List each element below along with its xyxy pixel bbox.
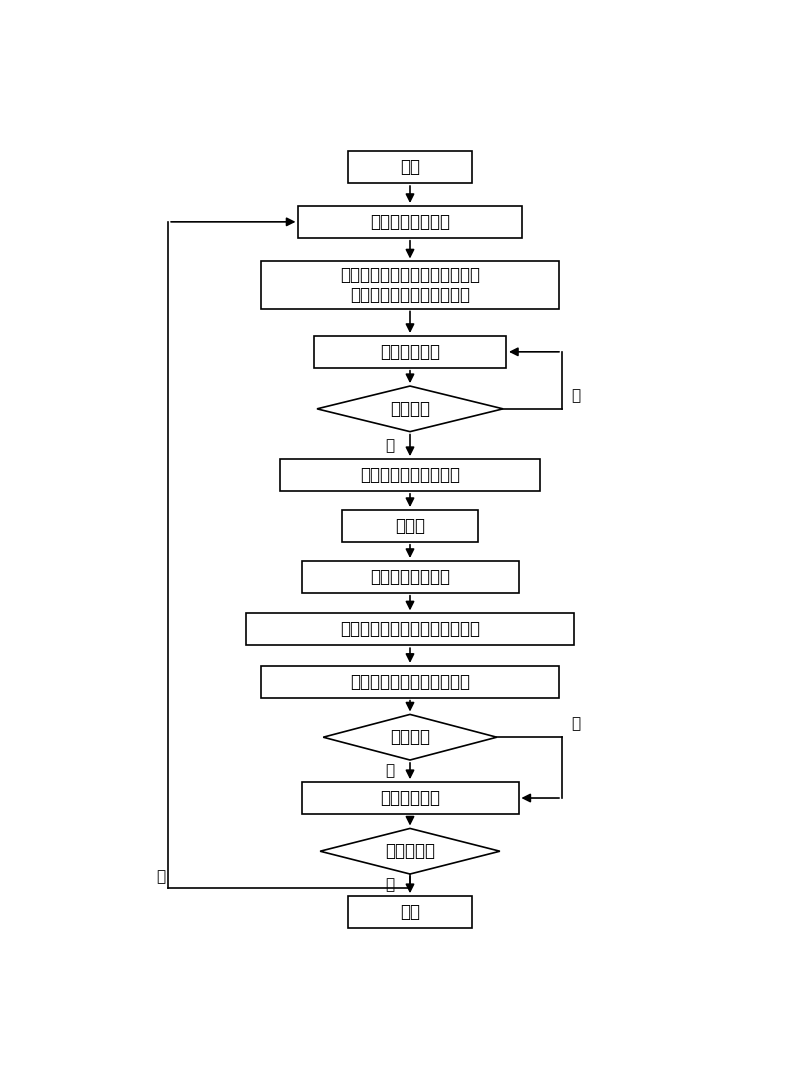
- Polygon shape: [317, 386, 503, 431]
- Text: 打印显示结果: 打印显示结果: [380, 789, 440, 807]
- Text: 打印显示: 打印显示: [390, 728, 430, 747]
- Text: 否: 否: [386, 878, 394, 893]
- Text: 预处理: 预处理: [395, 516, 425, 535]
- Polygon shape: [323, 714, 497, 760]
- Text: 结束: 结束: [400, 903, 420, 921]
- Bar: [348, 896, 472, 928]
- Text: 构造生理信号间期序列: 构造生理信号间期序列: [360, 466, 460, 484]
- Bar: [246, 613, 574, 646]
- Bar: [302, 561, 518, 593]
- Text: 计算指标生理信号间期分布密度: 计算指标生理信号间期分布密度: [340, 620, 480, 638]
- Text: 否: 否: [571, 387, 580, 402]
- Text: 采集结束: 采集结束: [390, 400, 430, 417]
- Text: 输入被测者信息：姓名、性别、
年龄、身高、体重、病史等: 输入被测者信息：姓名、性别、 年龄、身高、体重、病史等: [340, 266, 480, 305]
- Bar: [262, 261, 558, 309]
- Text: 安放电极或传感器: 安放电极或传感器: [370, 213, 450, 231]
- Text: 是: 是: [386, 438, 394, 453]
- Text: 构造五分类直方图: 构造五分类直方图: [370, 568, 450, 585]
- Bar: [280, 459, 540, 491]
- Polygon shape: [320, 829, 500, 874]
- Bar: [262, 666, 558, 697]
- Bar: [342, 510, 478, 542]
- Text: 否: 否: [571, 717, 580, 731]
- Text: 是: 是: [156, 869, 165, 883]
- Text: 对被测者心脏功能作出评价: 对被测者心脏功能作出评价: [350, 672, 470, 691]
- Text: 生理信号采集: 生理信号采集: [380, 343, 440, 360]
- Bar: [302, 782, 518, 813]
- Bar: [298, 206, 522, 238]
- Bar: [348, 151, 472, 183]
- Text: 进行新测量: 进行新测量: [385, 843, 435, 860]
- Text: 是: 是: [386, 764, 394, 779]
- Bar: [314, 336, 506, 368]
- Text: 开始: 开始: [400, 158, 420, 176]
